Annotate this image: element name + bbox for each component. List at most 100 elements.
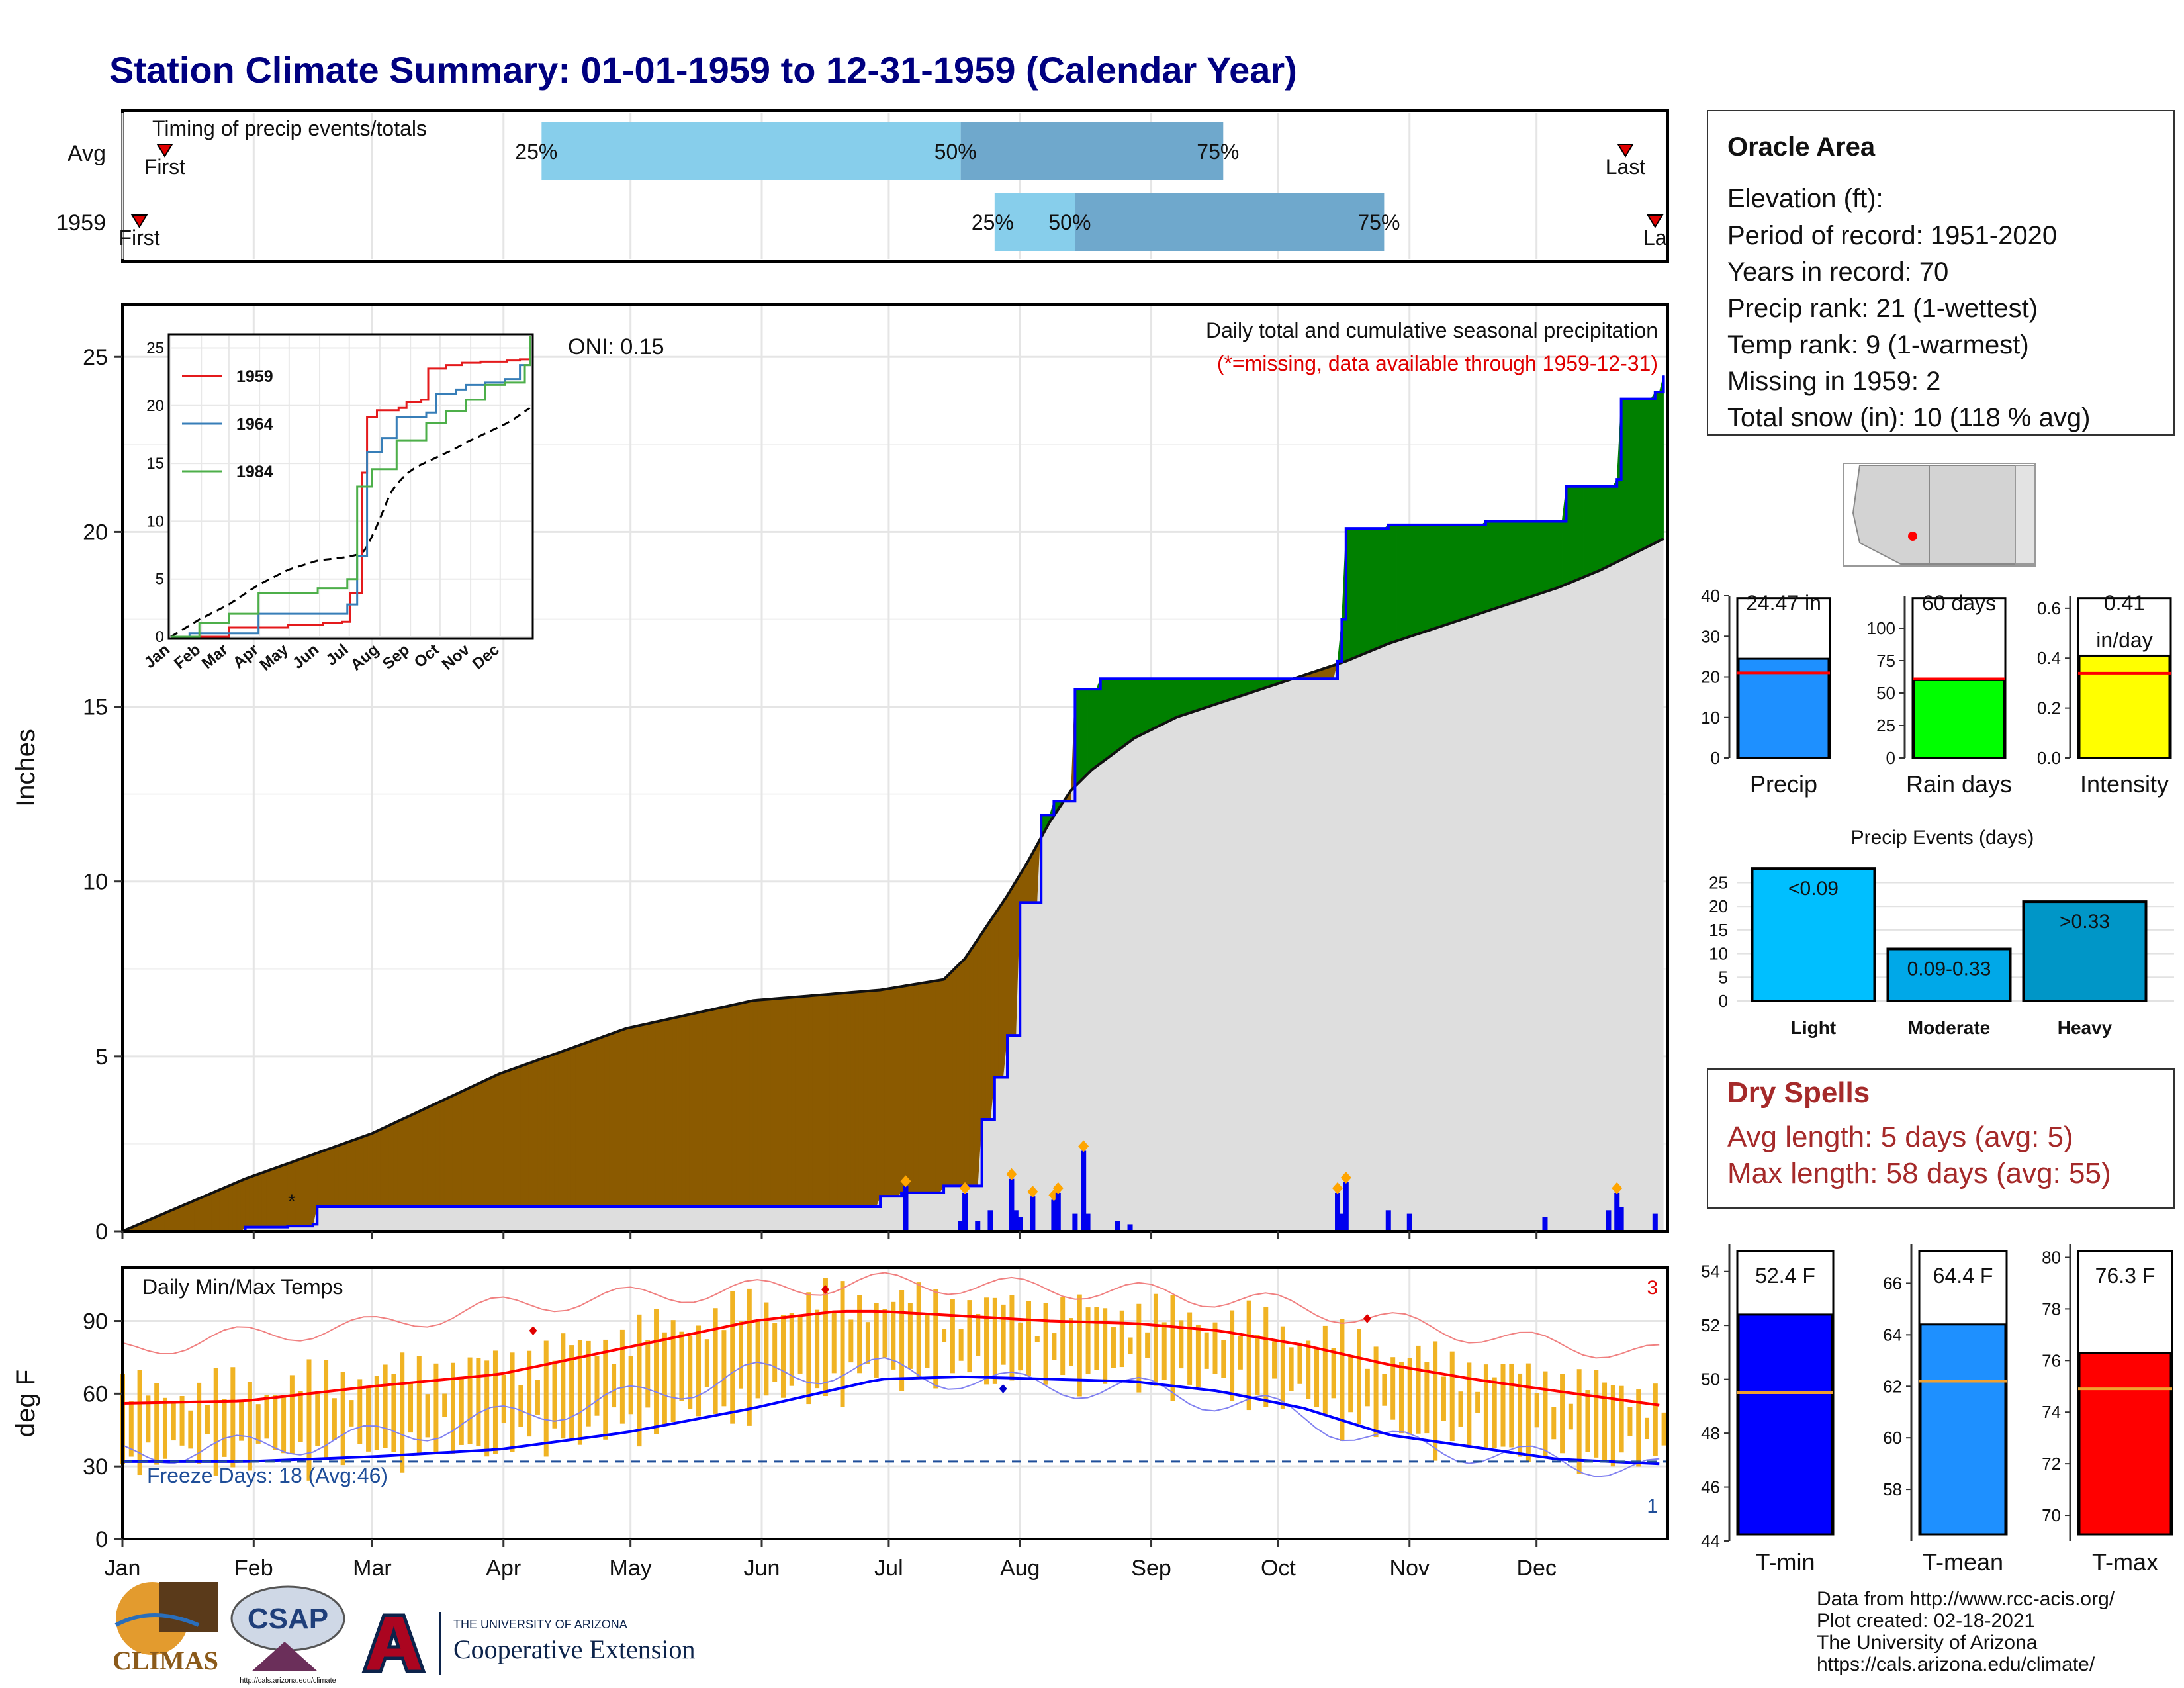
summary-value-label: 0.41 (2104, 591, 2145, 615)
daily-temp-range-bar (967, 1300, 972, 1373)
inset-average-line (170, 407, 531, 638)
daily-precip-bar (1017, 1217, 1023, 1231)
deficit-slice (808, 995, 813, 1207)
surplus-slice (1083, 688, 1088, 779)
daily-temp-range-bar (1280, 1326, 1285, 1409)
deficit-slice (969, 945, 974, 1186)
surplus-slice (1214, 678, 1220, 705)
daily-temp-range-bar (374, 1376, 379, 1450)
heavy-event-diamond-icon (1027, 1186, 1038, 1198)
temp-summary-t-min: 44 46 48 50 52 54 52.4 F T-min (1701, 1244, 1835, 1575)
deficit-slice (338, 1143, 343, 1207)
deficit-slice (592, 1039, 597, 1207)
ua-cooperative-extension-logo: THE UNIVERSITY OF ARIZONA Cooperative Ex… (361, 1612, 695, 1675)
daily-precip-bar (1115, 1221, 1120, 1231)
surplus-slice (1629, 399, 1635, 556)
average-cumulative-area (122, 538, 1664, 1231)
deficit-slice (376, 1129, 381, 1207)
daily-temp-range-bar (1636, 1389, 1641, 1467)
deficit-slice (465, 1087, 470, 1207)
temp-summary-fill (1919, 1323, 2007, 1536)
daily-temp-range-bar (543, 1340, 549, 1457)
temp-summary-value: 64.4 F (1933, 1264, 1993, 1288)
precip-ytick-label: 15 (83, 695, 108, 720)
daily-precip-bar (1542, 1217, 1548, 1231)
surplus-slice (1405, 524, 1410, 639)
deficit-slice (858, 991, 864, 1207)
deficit-slice (880, 989, 885, 1197)
summary-bar-charts: 0 10 20 30 40 24.47 in Precip 0 25 50 75 100 60 days… (1701, 586, 2172, 798)
surplus-slice (1612, 479, 1617, 565)
surplus-slice (1515, 521, 1520, 602)
surplus-slice (1477, 524, 1482, 615)
events-bar-label: Light (1791, 1017, 1836, 1038)
timing-first-label: First (144, 155, 185, 179)
deficit-slice (672, 1017, 678, 1207)
inset-lines (170, 336, 531, 638)
deficit-slice (173, 1207, 178, 1232)
deficit-slice (973, 939, 978, 1186)
daily-temp-range-bar (603, 1339, 608, 1440)
temp-summary-t-max: 70 72 74 76 78 80 76.3 F T-max (2042, 1244, 2173, 1575)
freeze-days: Freeze Days: 18 (Avg:46) (147, 1464, 388, 1487)
precip-events-chart: Precip Events (days) 0 5 10 15 20 25 <0.09 Ligh… (1709, 827, 2174, 1038)
daily-temp-range-bar (1009, 1295, 1015, 1381)
deficit-slice (934, 980, 940, 1194)
precip-panel-frame (121, 303, 1669, 1233)
temp-summary-tick-label: 54 (1701, 1262, 1720, 1282)
daily-temp-range-bar (1085, 1307, 1091, 1374)
csap-wordmark: CSAP (248, 1603, 328, 1635)
daily-temp-range-bar (255, 1404, 261, 1444)
daily-temp-range-bar (713, 1308, 718, 1414)
deficit-slice (770, 998, 775, 1207)
daily-temp-range-bar (780, 1315, 786, 1398)
temp-summary-fill (2078, 1352, 2172, 1536)
heavy-event-diamond-icon (960, 1182, 971, 1194)
daily-temp-range-bar (1551, 1407, 1557, 1440)
temp-panel: 0 30 60 90 Jan Feb Mar Apr May Jun Jul Aug Sep Oct No… (11, 1266, 1669, 1581)
events-ytick-label: 10 (1709, 944, 1728, 964)
daily-temp-range-bar (1246, 1300, 1251, 1411)
daily-precip-bar (958, 1221, 964, 1231)
precip-y-ticks: 0 5 10 15 20 25 (83, 345, 1538, 1244)
daily-precip-bar (1652, 1213, 1658, 1231)
daily-temp-range-bar (874, 1303, 879, 1378)
deficit-slice (414, 1111, 420, 1207)
temp-ytick-label: 30 (83, 1454, 108, 1479)
surplus-slice (1104, 678, 1109, 761)
daily-temp-range-bar (1306, 1340, 1311, 1399)
temp-y-label: deg F (11, 1370, 40, 1437)
deficit-slice (516, 1066, 521, 1207)
daily-temp-range-bar (755, 1321, 760, 1399)
deficit-slice (385, 1125, 390, 1207)
daily-temp-range-bar (450, 1362, 455, 1454)
month-tick-label: Nov (1390, 1556, 1430, 1581)
daily-temp-range-bar (857, 1295, 862, 1374)
daily-temp-range-bar (535, 1380, 540, 1415)
daily-temp-range-bar (1153, 1293, 1158, 1386)
daily-temp-range-bar (298, 1391, 303, 1442)
month-tick-label: Feb (234, 1556, 273, 1581)
timing-last-label: Last (1606, 155, 1646, 179)
surplus-slice (1485, 521, 1490, 612)
deficit-slice (787, 997, 792, 1207)
deficit-slice (634, 1025, 639, 1207)
deficit-slice (694, 1012, 699, 1207)
surplus-slice (1358, 528, 1363, 657)
timing-bar-q2 (1075, 193, 1385, 251)
heavy-event-diamond-icon (1340, 1172, 1351, 1184)
deficit-slice (507, 1068, 512, 1207)
deficit-slice (702, 1010, 707, 1207)
deficit-slice (766, 998, 771, 1207)
daily-temp-range-bar (137, 1370, 142, 1476)
daily-temp-range-bar (772, 1323, 778, 1382)
deficit-slice (206, 1193, 212, 1232)
timing-bar-q1 (994, 193, 1075, 251)
daily-temp-range-bar (916, 1282, 921, 1380)
temp-ytick-label: 60 (83, 1382, 108, 1407)
observed-cumulative-line (122, 375, 1665, 1233)
deficit-slice (854, 991, 860, 1207)
deficit-slice (185, 1201, 191, 1232)
deficit-slice (431, 1103, 436, 1207)
deficit-slice (232, 1182, 238, 1232)
